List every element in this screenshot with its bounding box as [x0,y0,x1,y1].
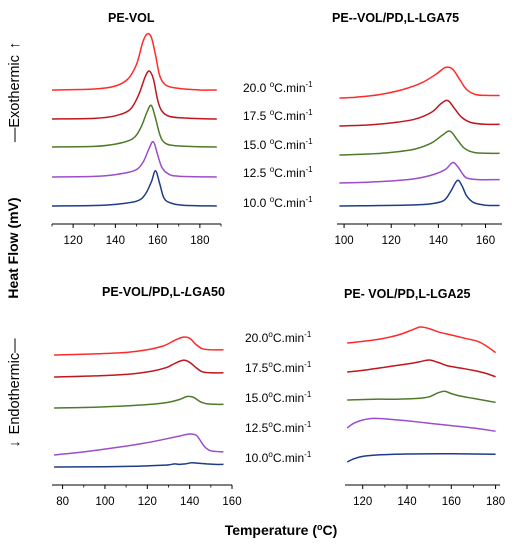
rate-labels-top: 20.0 oC.min-1 17.5 oC.min-1 15.0 oC.min-1 1… [243,80,313,210]
arrow-up-icon: ↑ [7,42,23,49]
x-tick-label: 120 [64,235,83,247]
arrow-down-icon: ↓ [7,440,23,447]
series-line-12-5-1 [339,161,500,184]
panel-pe-vol-lga50: PE-VOL/PD,L-LGA50 80 100 120 140 160 [52,285,242,508]
series-line-10-0-1 [51,170,217,207]
series-line-15-0-1 [54,395,224,409]
series-line-15-0-1 [347,390,496,404]
x-tick-label: 100 [334,235,353,247]
x-axis-label: Temperature (oC) [225,522,338,538]
panel-title: PE- VOL/PD,L-LGA25 [344,287,470,301]
series-line-20-0-1 [347,326,497,354]
x-tick-label: 160 [476,235,495,247]
panel-pe-vol: PE-VOL 120 140 160 180 [51,11,222,247]
rate-label: 17.5 oC.min-1 [243,108,313,123]
x-tick-label: 140 [397,496,416,508]
rate-label: 20.0oC.min-1 [245,330,312,345]
series-line-10-0-1 [54,462,224,468]
series-line-17-5-1 [54,359,224,378]
dash-glyph: — [7,338,23,353]
exothermic-label: Exothermic [7,55,23,128]
rate-label: 15.0 oC.min-1 [243,137,313,152]
panel-title: PE-VOL/PD,L-LGA50 [102,285,225,299]
series-line-17-5-1 [339,99,500,127]
endothermic-label: Endothermic [7,353,23,434]
x-tick-label: 120 [353,496,372,508]
x-tick-label: 180 [190,235,209,247]
series-line-15-0-1 [339,130,500,156]
svg-text:↓Endothermic—: ↓ Endothermic— [7,338,23,448]
series-line-12-5-1 [54,433,224,456]
panel-pe-vol-lga25: PE- VOL/PD,L-LGA25 120 140 160 180 [344,287,505,508]
exothermic-indicator: —Exothermic ↑ [7,42,23,142]
rate-label: 20.0 oC.min-1 [243,80,313,95]
rate-label: 12.5oC.min-1 [245,420,312,435]
svg-text:—Exothermic↑: —Exothermic ↑ [7,42,23,142]
x-tick-label: 160 [148,235,167,247]
series-line-17-5-1 [347,359,496,378]
series-line-15-0-1 [51,104,217,148]
rate-label: 10.0oC.min-1 [245,450,312,465]
panel-title: PE-VOL [108,11,155,25]
endothermic-indicator: ↓ Endothermic— [7,338,23,448]
series-line-10-0-1 [346,452,496,463]
rate-label: 12.5 oC.min-1 [243,165,313,180]
x-tick-label: 180 [486,496,505,508]
dash-glyph: — [7,127,23,142]
series-line-20-0-1 [54,336,224,356]
x-tick-label: 80 [56,496,69,508]
series-line-20-0-1 [51,32,217,91]
series-line-10-0-1 [339,179,500,207]
x-tick-label: 140 [106,235,125,247]
series-line-12-5-1 [346,417,496,432]
x-tick-label: 160 [442,496,461,508]
series-line-17-5-1 [51,70,217,120]
rate-label: 15.0oC.min-1 [245,390,312,405]
series-line-20-0-1 [339,66,500,99]
rate-label: 17.5oC.min-1 [245,360,312,375]
x-tick-label: 140 [429,235,448,247]
x-tick-label: 100 [95,496,114,508]
panel-pe-vol-lga75: PE--VOL/PD,L-LGA75 100 120 140 160 [332,11,502,247]
series-line-12-5-1 [51,140,217,178]
panel-title: PE--VOL/PD,L-LGA75 [332,11,459,25]
rate-label: 10.0 oC.min-1 [243,195,313,210]
x-tick-label: 160 [222,496,241,508]
x-tick-label: 140 [180,496,199,508]
x-tick-label: 120 [382,235,401,247]
y-axis-label: Heat Flow (mV) [5,197,21,298]
rate-labels-bottom: 20.0oC.min-1 17.5oC.min-1 15.0oC.min-1 12.5… [245,330,312,465]
x-tick-label: 120 [138,496,157,508]
